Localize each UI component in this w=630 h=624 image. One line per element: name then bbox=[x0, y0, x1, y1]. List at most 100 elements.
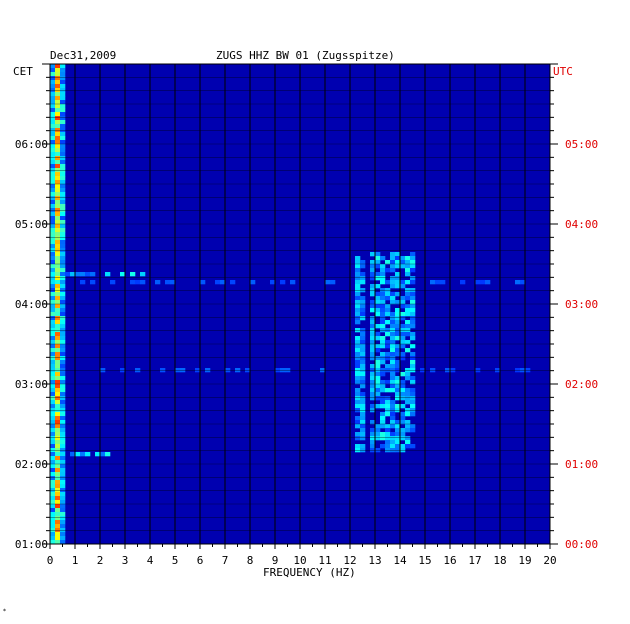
heatmap-cell bbox=[55, 336, 61, 341]
heatmap-cell bbox=[55, 444, 61, 449]
heatmap-cell bbox=[395, 444, 401, 449]
heatmap-cell bbox=[65, 272, 71, 277]
heatmap-cell bbox=[60, 372, 66, 377]
heatmap-cell bbox=[485, 280, 491, 285]
heatmap-cell bbox=[55, 160, 61, 165]
x-axis-ticks: 0 1 2 3 4 5 6 7 8 9 10 11 12 13 14 15 16 17 18 19 20 bbox=[47, 544, 557, 567]
heatmap-cell bbox=[55, 452, 61, 457]
heatmap-cell bbox=[405, 260, 411, 265]
heatmap-cell bbox=[375, 396, 381, 401]
heatmap-cell bbox=[355, 368, 361, 373]
heatmap-cell bbox=[375, 364, 381, 369]
heatmap-cell bbox=[360, 360, 366, 365]
x-tick-label: 10 bbox=[293, 554, 306, 567]
heatmap-cell bbox=[390, 256, 396, 261]
heatmap-cell bbox=[50, 236, 56, 241]
heatmap-cell bbox=[85, 272, 91, 277]
heatmap-cell bbox=[395, 280, 401, 285]
heatmap-cell bbox=[400, 260, 406, 265]
heatmap-cell bbox=[385, 408, 391, 413]
heatmap-cell bbox=[50, 452, 56, 457]
heatmap-cell bbox=[410, 288, 416, 293]
heatmap-cell bbox=[410, 320, 416, 325]
heatmap-cell bbox=[360, 304, 366, 309]
heatmap-cell bbox=[395, 392, 401, 397]
heatmap-cell bbox=[385, 428, 391, 433]
heatmap-cell bbox=[50, 120, 56, 125]
heatmap-cell bbox=[370, 384, 376, 389]
heatmap-cell bbox=[395, 404, 401, 409]
heatmap-cell bbox=[50, 112, 56, 117]
heatmap-cell bbox=[50, 424, 56, 429]
heatmap-cell bbox=[410, 304, 416, 309]
heatmap-cell bbox=[400, 304, 406, 309]
heatmap-cell bbox=[50, 404, 56, 409]
heatmap-cell bbox=[360, 448, 366, 453]
heatmap-cell bbox=[60, 84, 66, 89]
heatmap-cell bbox=[375, 312, 381, 317]
heatmap-cell bbox=[55, 436, 61, 441]
heatmap-cell bbox=[360, 272, 366, 277]
heatmap-cell bbox=[355, 380, 361, 385]
heatmap-cell bbox=[50, 68, 56, 73]
y-tick-label-cet: 05:00 bbox=[15, 218, 48, 231]
heatmap-cell bbox=[90, 280, 96, 285]
heatmap-cell bbox=[370, 432, 376, 437]
heatmap-cell bbox=[50, 72, 56, 77]
heatmap-cell bbox=[370, 276, 376, 281]
heatmap-cell bbox=[385, 448, 391, 453]
heatmap-cell bbox=[390, 388, 396, 393]
heatmap-cell bbox=[375, 348, 381, 353]
heatmap-cell bbox=[70, 272, 76, 277]
heatmap-cell bbox=[410, 380, 416, 385]
heatmap-cell bbox=[230, 280, 236, 285]
heatmap-cell bbox=[50, 436, 56, 441]
heatmap-cell bbox=[390, 444, 396, 449]
heatmap-cell bbox=[50, 208, 56, 213]
heatmap-cell bbox=[50, 320, 56, 325]
heatmap-cell bbox=[60, 256, 66, 261]
heatmap-cell bbox=[50, 92, 56, 97]
heatmap-cell bbox=[50, 144, 56, 149]
heatmap-cell bbox=[60, 136, 66, 141]
heatmap-cell bbox=[60, 444, 66, 449]
heatmap-cell bbox=[355, 296, 361, 301]
heatmap-cell bbox=[395, 380, 401, 385]
heatmap-cell bbox=[360, 296, 366, 301]
heatmap-cell bbox=[400, 436, 406, 441]
heatmap-cell bbox=[410, 300, 416, 305]
heatmap-cell bbox=[375, 424, 381, 429]
heatmap-cell bbox=[50, 176, 56, 181]
heatmap-cell bbox=[360, 420, 366, 425]
heatmap-cell bbox=[55, 72, 61, 77]
heatmap-cell bbox=[60, 164, 66, 169]
heatmap-cell bbox=[60, 220, 66, 225]
heatmap-cell bbox=[390, 408, 396, 413]
heatmap-cell bbox=[60, 316, 66, 321]
heatmap-cell bbox=[410, 408, 416, 413]
heatmap-cell bbox=[370, 428, 376, 433]
heatmap-cell bbox=[400, 312, 406, 317]
heatmap-cell bbox=[355, 320, 361, 325]
heatmap-cell bbox=[50, 172, 56, 177]
heatmap-cell bbox=[290, 280, 296, 285]
heatmap-cell bbox=[370, 380, 376, 385]
x-tick-label: 9 bbox=[272, 554, 279, 567]
heatmap-cell bbox=[390, 268, 396, 273]
heatmap-cell bbox=[395, 360, 401, 365]
heatmap-cell bbox=[50, 364, 56, 369]
heatmap-cell bbox=[370, 396, 376, 401]
heatmap-cell bbox=[380, 312, 386, 317]
heatmap-cell bbox=[60, 280, 66, 285]
heatmap-cell bbox=[50, 420, 56, 425]
heatmap-cell bbox=[395, 388, 401, 393]
heatmap-cell bbox=[130, 272, 136, 277]
heatmap-cell bbox=[55, 348, 61, 353]
heatmap-cell bbox=[50, 432, 56, 437]
heatmap-cell bbox=[60, 320, 66, 325]
y-tick-label-utc: 01:00 bbox=[565, 458, 598, 471]
heatmap-cell bbox=[390, 424, 396, 429]
heatmap-cell bbox=[50, 164, 56, 169]
heatmap-cell bbox=[380, 336, 386, 341]
y-tick-label-utc: 04:00 bbox=[565, 218, 598, 231]
